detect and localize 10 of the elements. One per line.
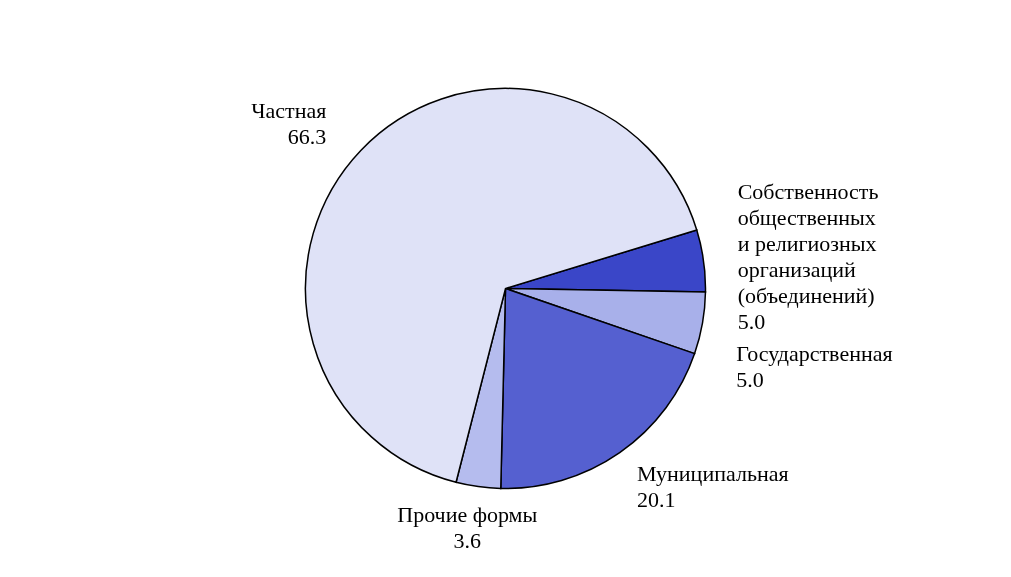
data-label: 5.0 (737, 308, 766, 334)
data-label: 5.0 (736, 366, 764, 392)
data-label: 20.1 (637, 487, 676, 513)
data-label: 3.6 (453, 527, 482, 553)
slice-label: Муниципальная (637, 461, 789, 487)
slice-label: Прочие формы (397, 501, 538, 527)
slice-label: Частная (251, 98, 327, 124)
slice-label: Собственность общественных и религиозных организаций (объединений) (737, 178, 879, 308)
data-label: 66.3 (287, 124, 327, 150)
slice-label: Государственная (736, 340, 893, 366)
